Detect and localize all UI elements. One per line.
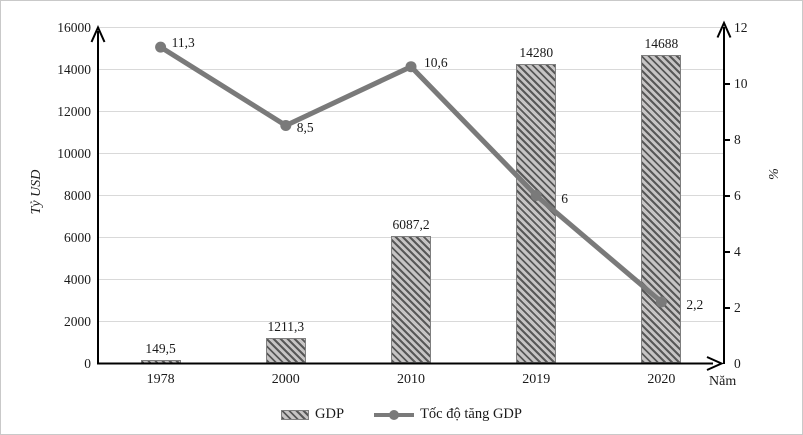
y-axis-tick-label: 16000 bbox=[57, 19, 91, 35]
line-marker bbox=[280, 120, 292, 131]
bar-value-label: 14280 bbox=[519, 44, 554, 60]
gdp-bar-2019 bbox=[516, 63, 557, 364]
x-axis-tick-label: 2010 bbox=[397, 372, 425, 387]
right-axis-tickmark bbox=[724, 250, 730, 253]
line-value-label: 8,5 bbox=[296, 119, 314, 135]
x-axis-arrow-icon bbox=[706, 356, 724, 371]
y-axis-tick-label: 6000 bbox=[64, 229, 91, 245]
gridline bbox=[98, 27, 724, 28]
gdp-bar-1978 bbox=[140, 359, 181, 364]
x-axis-tick-label: 2000 bbox=[271, 372, 300, 387]
x-axis-title: Năm bbox=[709, 374, 737, 389]
line-value-label: 10,6 bbox=[424, 54, 448, 70]
legend-label-growth: Tốc độ tăng GDP bbox=[420, 406, 522, 422]
secondary-axis-tick-label: 0 bbox=[734, 355, 741, 371]
legend-item-gdp: GDP bbox=[281, 406, 344, 423]
line-value-label: 2,2 bbox=[686, 296, 704, 312]
left-axis-title: Tỷ USD bbox=[29, 169, 44, 215]
line-marker bbox=[405, 61, 417, 73]
secondary-axis-tick-label: 6 bbox=[734, 187, 741, 203]
x-axis-tick-label: 2020 bbox=[647, 372, 676, 387]
secondary-axis-tick-label: 4 bbox=[734, 243, 741, 259]
bar-value-label: 1211,3 bbox=[267, 319, 305, 335]
bar-value-label: 14688 bbox=[644, 36, 679, 52]
growth-line-swatch-icon bbox=[374, 409, 415, 420]
gdp-hatch-swatch-icon bbox=[281, 409, 310, 420]
right-axis-arrow-icon bbox=[716, 20, 732, 38]
gdp-bar-2010 bbox=[391, 235, 431, 364]
legend: GDP Tốc độ tăng GDP bbox=[1, 406, 802, 423]
line-value-label: 11,3 bbox=[171, 35, 195, 51]
left-axis-arrow-icon bbox=[90, 25, 106, 43]
right-axis-tickmark bbox=[724, 194, 730, 197]
right-axis-title: % bbox=[767, 168, 782, 180]
gridline bbox=[98, 153, 724, 154]
y-axis-tick-label: 4000 bbox=[64, 271, 91, 287]
y-axis-tick-label: 0 bbox=[84, 355, 91, 371]
y-axis-tick-label: 14000 bbox=[57, 61, 91, 77]
y-axis-tick-label: 2000 bbox=[64, 313, 91, 329]
line-value-label: 6 bbox=[561, 190, 568, 206]
gdp-bar-2020 bbox=[641, 55, 682, 364]
bar-value-label: 6087,2 bbox=[392, 216, 430, 232]
line-marker bbox=[155, 41, 167, 53]
right-axis-tickmark bbox=[724, 82, 730, 85]
gdp-bar-2000 bbox=[265, 338, 306, 364]
y-axis-tick-label: 8000 bbox=[64, 187, 91, 203]
legend-label-gdp: GDP bbox=[315, 406, 345, 422]
secondary-axis-tick-label: 2 bbox=[734, 299, 741, 315]
gridline bbox=[98, 111, 724, 112]
bar-value-label: 149,5 bbox=[145, 340, 176, 356]
right-axis-tickmark bbox=[724, 138, 730, 141]
gridline bbox=[98, 195, 724, 196]
y-axis-tick-label: 12000 bbox=[57, 103, 91, 119]
secondary-axis-tick-label: 8 bbox=[734, 131, 741, 147]
right-axis-tickmark bbox=[724, 306, 730, 309]
x-axis-tick-label: 2019 bbox=[522, 372, 551, 387]
secondary-axis-tick-label: 12 bbox=[734, 19, 748, 35]
x-axis-tick-label: 1978 bbox=[146, 372, 175, 387]
secondary-axis-tick-label: 10 bbox=[734, 75, 748, 91]
gridline bbox=[98, 69, 724, 70]
y-axis-tick-label: 10000 bbox=[57, 145, 91, 161]
legend-item-growth: Tốc độ tăng GDP bbox=[374, 406, 522, 423]
